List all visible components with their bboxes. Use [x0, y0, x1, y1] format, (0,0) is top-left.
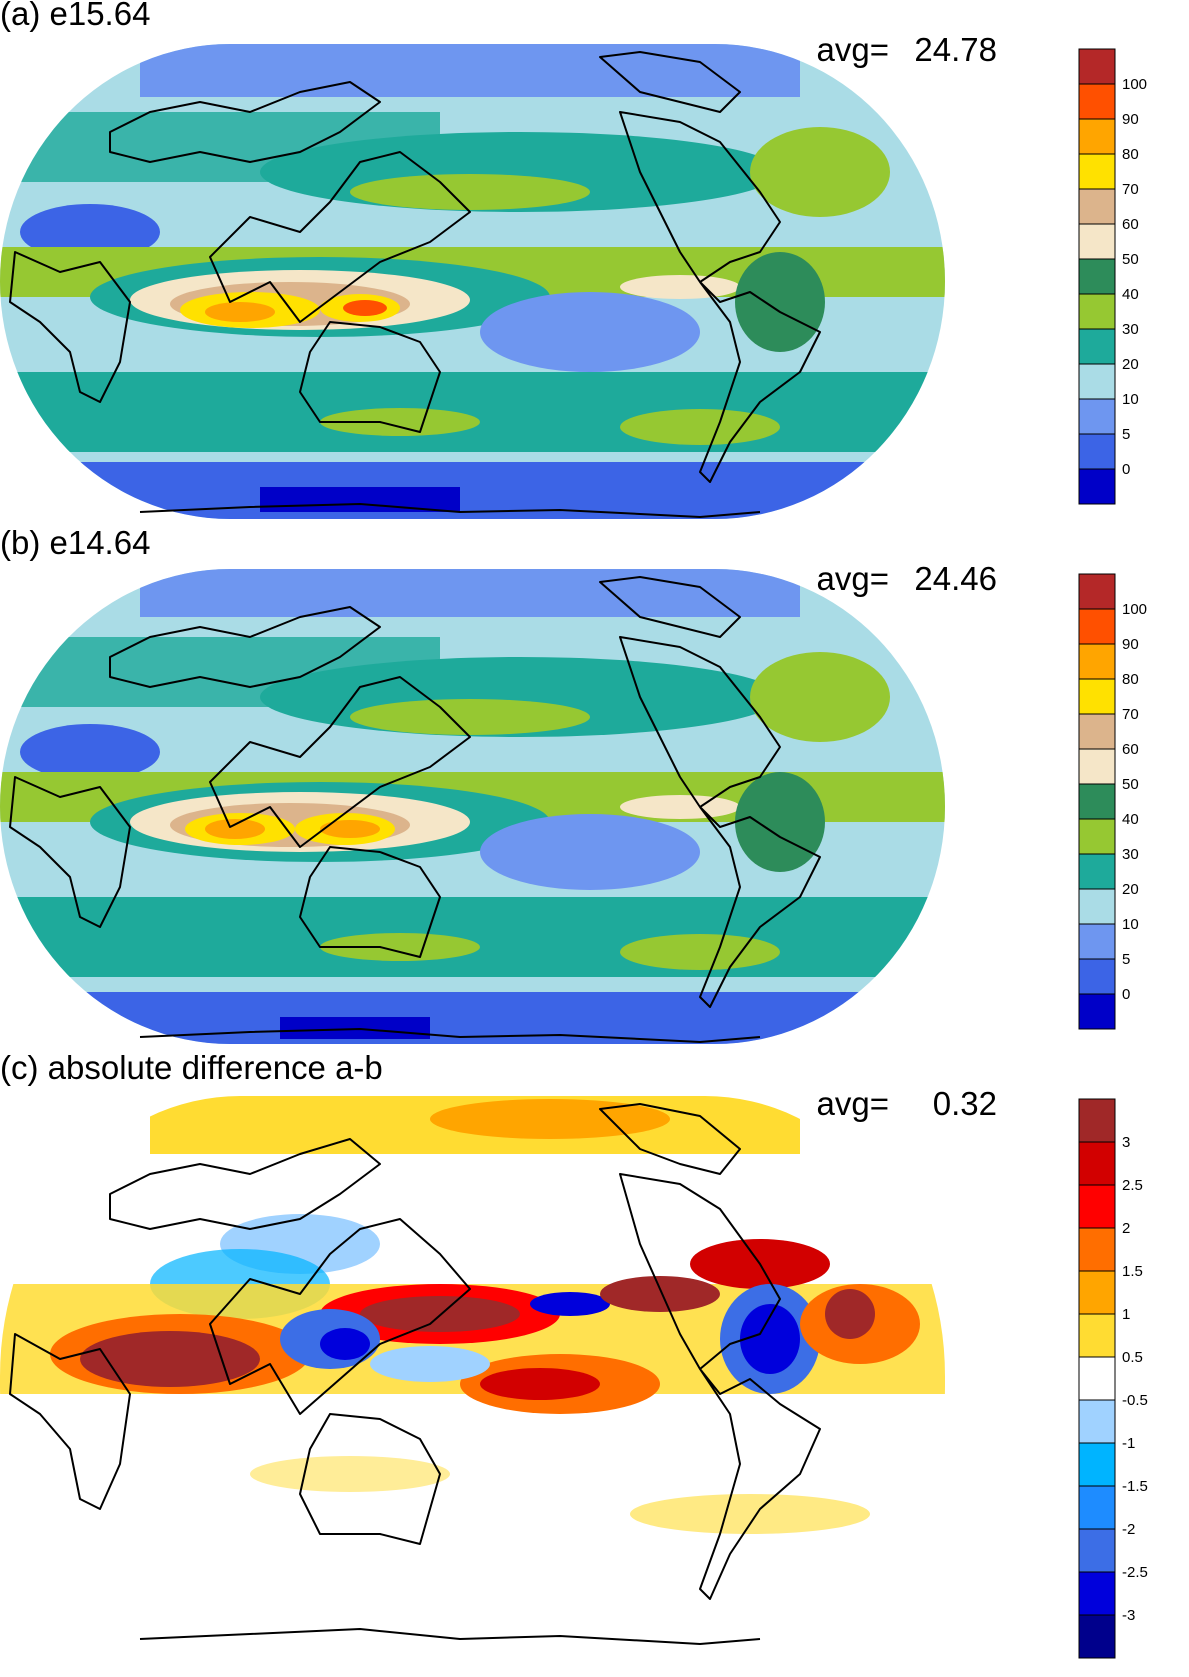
colorbar-tick-label: 70	[1122, 706, 1139, 723]
colorbar-tick-label: 30	[1122, 321, 1139, 338]
colorbar-c: 3 2.5 2 1.5 1 0.5 -0.5 -1 -1.5 -2 -2.5 -3	[1078, 1098, 1148, 1659]
colorbar-swatch	[1078, 1356, 1116, 1401]
colorbar-tick-label: -2	[1122, 1521, 1135, 1538]
colorbar-swatch	[1078, 713, 1116, 750]
colorbar-tick-label: -2.5	[1122, 1564, 1148, 1581]
avg-label: avg=	[816, 31, 889, 68]
colorbar-swatch	[1078, 1313, 1116, 1358]
colorbar-tick-label: 0	[1122, 461, 1130, 478]
colorbar-swatch	[1078, 1141, 1116, 1186]
colorbar-tick-label: 80	[1122, 146, 1139, 163]
panel-b: (b) e14.64 avg= 24.46	[0, 525, 1189, 1050]
colorbar-tick-label: 90	[1122, 111, 1139, 128]
panel-average: avg= 24.78	[780, 0, 997, 104]
colorbar-tick-label: 100	[1122, 601, 1147, 618]
colorbar-tick-label: 100	[1122, 76, 1147, 93]
colorbar-tick-label: 0	[1122, 986, 1130, 1003]
colorbar-tick-label: 10	[1122, 391, 1139, 408]
colorbar-tick-label: 50	[1122, 776, 1139, 793]
colorbar-tick-label: 5	[1122, 426, 1130, 443]
colorbar-tick-label: -0.5	[1122, 1392, 1148, 1409]
colorbar-tick-label: 2	[1122, 1220, 1130, 1237]
colorbar-tick-label: 3	[1122, 1134, 1130, 1151]
panel-c: (c) absolute difference a-b avg= 0.32	[0, 1050, 1189, 1677]
colorbar-swatch	[1078, 1270, 1116, 1315]
colorbar-tick-label: 40	[1122, 811, 1139, 828]
avg-value: 24.46	[914, 560, 997, 597]
colorbar-swatch	[1078, 1399, 1116, 1444]
colorbar-swatch	[1078, 1184, 1116, 1229]
colorbar-tick-label: 60	[1122, 741, 1139, 758]
colorbar-swatch	[1078, 818, 1116, 855]
colorbar-tick-label: 30	[1122, 846, 1139, 863]
map-b	[0, 569, 945, 1044]
colorbar-swatch	[1078, 83, 1116, 120]
colorbar-swatch	[1078, 188, 1116, 225]
colorbar-swatch	[1078, 468, 1116, 505]
colorbar-swatch	[1078, 923, 1116, 960]
colorbar-tick-label: 1.5	[1122, 1263, 1143, 1280]
colorbar-swatch	[1078, 118, 1116, 155]
colorbar-tick-label: 10	[1122, 916, 1139, 933]
colorbar-tick-label: -3	[1122, 1607, 1135, 1624]
colorbar-swatch	[1078, 573, 1116, 610]
colorbar-tick-label: 0.5	[1122, 1349, 1143, 1366]
panel-title: (c) absolute difference a-b	[0, 1049, 383, 1086]
avg-value: 24.78	[914, 31, 997, 68]
colorbar-swatch	[1078, 1614, 1116, 1659]
colorbar-swatch	[1078, 1485, 1116, 1530]
colorbar-tick-label: 60	[1122, 216, 1139, 233]
colorbar-swatch	[1078, 293, 1116, 330]
map-c	[0, 1096, 945, 1666]
colorbar-swatch	[1078, 1098, 1116, 1143]
colorbar-swatch	[1078, 223, 1116, 260]
colorbar-swatch	[1078, 1227, 1116, 1272]
colorbar-swatch	[1078, 328, 1116, 365]
colorbar-swatch	[1078, 748, 1116, 785]
colorbar-tick-label: -1	[1122, 1435, 1135, 1452]
colorbar-tick-label: 50	[1122, 251, 1139, 268]
colorbar-tick-label: 1	[1122, 1306, 1130, 1323]
colorbar-tick-label: 20	[1122, 881, 1139, 898]
colorbar-tick-label: -1.5	[1122, 1478, 1148, 1495]
colorbar-tick-label: 20	[1122, 356, 1139, 373]
colorbar-swatch	[1078, 48, 1116, 85]
panel-a: (a) e15.64 avg= 24.78	[0, 0, 1189, 525]
colorbar-swatch	[1078, 433, 1116, 470]
colorbar-swatch	[1078, 888, 1116, 925]
colorbar-swatch	[1078, 1571, 1116, 1616]
panel-average: avg= 24.46	[780, 525, 997, 633]
colorbar-swatch	[1078, 1442, 1116, 1487]
avg-label: avg=	[816, 560, 889, 597]
map-a	[0, 44, 945, 519]
colorbar-swatch	[1078, 153, 1116, 190]
colorbar-tick-label: 40	[1122, 286, 1139, 303]
colorbar-tick-label: 5	[1122, 951, 1130, 968]
colorbar-tick-label: 90	[1122, 636, 1139, 653]
colorbar-swatch	[1078, 258, 1116, 295]
colorbar-swatch	[1078, 783, 1116, 820]
colorbar-swatch	[1078, 608, 1116, 645]
colorbar-swatch	[1078, 678, 1116, 715]
colorbar-swatch	[1078, 1528, 1116, 1573]
colorbar-tick-label: 70	[1122, 181, 1139, 198]
avg-label: avg=	[816, 1085, 889, 1122]
colorbar-swatch	[1078, 958, 1116, 995]
colorbar-swatch	[1078, 363, 1116, 400]
colorbar-swatch	[1078, 643, 1116, 680]
colorbar-swatch	[1078, 398, 1116, 435]
panel-title: (a) e15.64	[0, 0, 151, 32]
panel-title: (b) e14.64	[0, 524, 151, 561]
colorbar-tick-label: 80	[1122, 671, 1139, 688]
colorbar-swatch	[1078, 993, 1116, 1030]
avg-value: 0.32	[932, 1085, 997, 1122]
colorbar-tick-label: 2.5	[1122, 1177, 1143, 1194]
panel-average: avg= 0.32	[780, 1050, 997, 1158]
colorbar-swatch	[1078, 853, 1116, 890]
